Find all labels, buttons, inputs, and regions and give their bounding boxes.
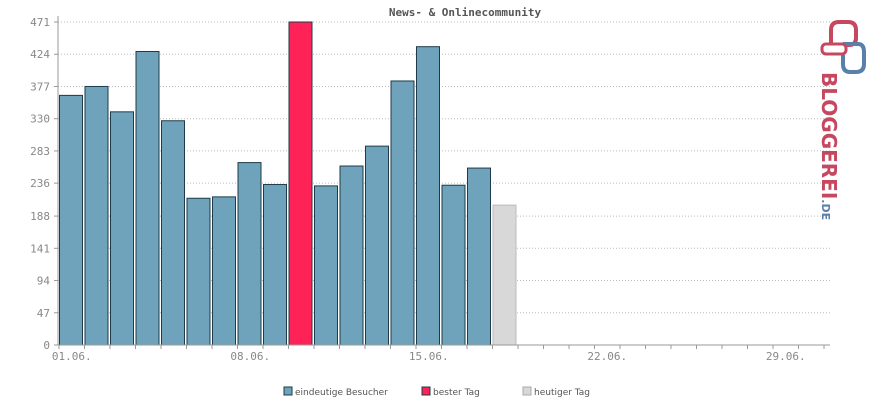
bloggerei-logo: BLOGGEREI.DE bbox=[817, 20, 866, 220]
bar-day-18 bbox=[492, 204, 517, 346]
y-tick-label: 471 bbox=[30, 16, 50, 29]
bar-day-14 bbox=[390, 80, 415, 346]
bars bbox=[59, 21, 517, 346]
bar-day-15 bbox=[416, 46, 440, 346]
bar-day-13 bbox=[365, 145, 389, 346]
chart-title: News- & Onlinecommunity bbox=[389, 6, 542, 19]
logo-emblem-icon bbox=[820, 20, 866, 74]
x-tick-labels: 01.06. 08.06. 15.06. 22.06. 29.06. bbox=[52, 350, 806, 363]
y-tick-label: 236 bbox=[30, 177, 50, 190]
bar-day-5 bbox=[161, 120, 185, 346]
y-tick-labels: 0 47 94 141 188 236 283 330 377 424 471 bbox=[30, 16, 50, 352]
x-tick-label: 29.06. bbox=[766, 350, 806, 363]
y-tick-label: 0 bbox=[43, 339, 50, 352]
x-tick-label: 15.06. bbox=[409, 350, 449, 363]
logo-wordmark-main: BLOGGEREI bbox=[817, 72, 841, 199]
grid-lines bbox=[54, 21, 830, 346]
x-tick-label: 08.06. bbox=[230, 350, 270, 363]
legend-swatch bbox=[283, 386, 293, 396]
legend-label: eindeutige Besucher bbox=[295, 388, 388, 398]
bar-day-17 bbox=[467, 167, 491, 346]
bar-day-1 bbox=[59, 94, 83, 346]
bar-day-12 bbox=[339, 165, 364, 346]
legend-swatch bbox=[522, 386, 532, 396]
legend-swatch bbox=[421, 386, 431, 396]
bar-day-16 bbox=[441, 184, 466, 346]
bar-day-11 bbox=[314, 185, 338, 346]
y-tick-label: 188 bbox=[30, 210, 50, 223]
y-tick-label: 47 bbox=[37, 307, 50, 320]
bar-day-8 bbox=[237, 162, 262, 346]
axes bbox=[57, 16, 830, 349]
y-tick-label: 141 bbox=[30, 242, 50, 255]
y-tick-label: 94 bbox=[37, 275, 51, 288]
bar-day-3 bbox=[110, 111, 134, 346]
legend-label: heutiger Tag bbox=[534, 388, 590, 398]
legend: eindeutige Besucher bester Tag heutiger Ta… bbox=[283, 386, 590, 398]
x-tick-label: 22.06. bbox=[587, 350, 627, 363]
bar-day-10 bbox=[288, 21, 313, 346]
logo-wordmark: BLOGGEREI.DE bbox=[817, 72, 841, 220]
legend-label: bester Tag bbox=[433, 388, 480, 398]
y-tick-label: 330 bbox=[30, 113, 50, 126]
y-tick-label: 283 bbox=[30, 145, 50, 158]
bar-day-4 bbox=[135, 50, 160, 346]
bar-day-7 bbox=[212, 196, 236, 346]
y-tick-label: 377 bbox=[30, 80, 50, 93]
bar-day-2 bbox=[84, 85, 109, 346]
x-tick-label: 01.06. bbox=[52, 350, 92, 363]
logo-wordmark-suffix: .DE bbox=[819, 199, 832, 220]
bar-day-6 bbox=[186, 197, 211, 346]
bar-day-9 bbox=[263, 184, 287, 346]
y-tick-label: 424 bbox=[30, 48, 50, 61]
